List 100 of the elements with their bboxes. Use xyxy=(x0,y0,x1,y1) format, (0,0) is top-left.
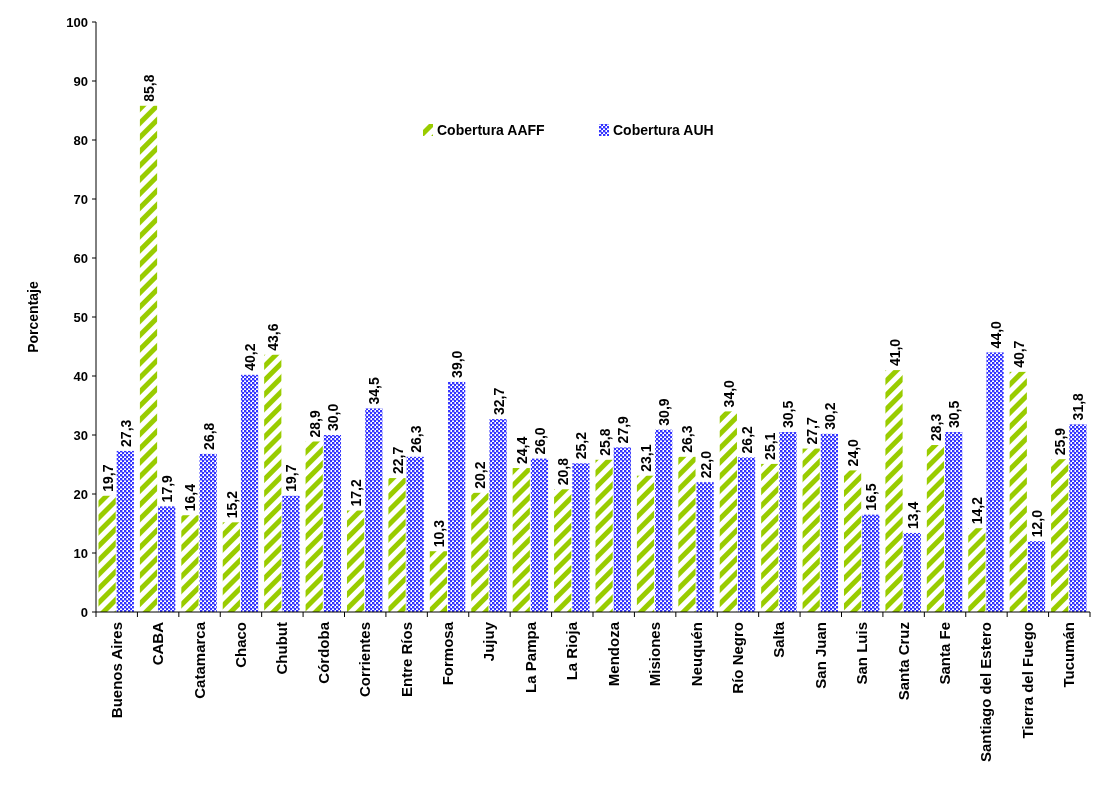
bar xyxy=(802,448,820,612)
data-label: 32,7 xyxy=(490,387,507,416)
x-tick-label: San Juan xyxy=(811,622,829,689)
bar xyxy=(240,374,259,612)
bar xyxy=(986,352,1004,612)
data-label: 30,9 xyxy=(656,398,673,426)
y-tick-label: 20 xyxy=(73,486,88,502)
x-tick-label: Neuquén xyxy=(687,622,705,687)
data-label: 27,7 xyxy=(803,417,820,445)
data-label: 24,4 xyxy=(513,436,530,465)
x-tick-label: Tierra del Fuego xyxy=(1018,622,1036,739)
bar xyxy=(820,433,839,612)
data-label: 43,6 xyxy=(265,323,282,351)
bar xyxy=(843,470,862,612)
y-tick-label: 50 xyxy=(73,309,88,325)
y-axis-title: Porcentaje xyxy=(25,281,41,353)
data-label: 44,0 xyxy=(987,320,1004,349)
bar xyxy=(489,419,507,612)
x-tick-label: Corrientes xyxy=(356,622,374,698)
data-label: 22,7 xyxy=(389,446,406,475)
x-tick-label: Entre Ríos xyxy=(397,622,415,698)
bar xyxy=(862,514,880,612)
bar xyxy=(158,506,176,612)
data-label: 85,8 xyxy=(141,74,158,102)
data-label: 26,3 xyxy=(679,425,696,453)
data-label: 12,0 xyxy=(1028,509,1045,538)
x-tick-label: La Pampa xyxy=(521,621,539,693)
bar xyxy=(282,495,300,612)
bar xyxy=(388,478,406,612)
data-label: 40,2 xyxy=(242,343,259,371)
x-tick-label: Santiago del Estero xyxy=(977,622,995,763)
bar xyxy=(903,532,921,612)
data-label: 28,9 xyxy=(306,410,323,438)
data-label: 30,0 xyxy=(324,403,341,431)
data-label: 24,0 xyxy=(845,438,862,467)
data-label: 25,2 xyxy=(573,431,590,460)
bar xyxy=(181,515,199,612)
bar xyxy=(595,459,613,612)
data-label: 34,5 xyxy=(366,376,383,405)
data-label: 30,5 xyxy=(946,400,963,429)
data-label: 30,2 xyxy=(821,402,838,430)
bar xyxy=(512,468,530,612)
bar xyxy=(305,441,323,612)
y-tick-label: 40 xyxy=(73,368,88,384)
data-label: 17,2 xyxy=(348,479,365,507)
bar xyxy=(926,445,945,612)
x-tick-label: Tucumán xyxy=(1060,622,1078,688)
x-tick-label: La Rioja xyxy=(563,621,581,681)
x-tick-label: Salta xyxy=(770,621,788,658)
bar xyxy=(323,435,342,612)
x-tick-label: Mendoza xyxy=(604,621,622,687)
bar xyxy=(719,411,737,612)
data-label: 26,2 xyxy=(739,425,756,454)
data-label: 27,9 xyxy=(614,415,631,444)
x-tick-label: Santa Cruz xyxy=(894,622,912,701)
bar xyxy=(554,489,572,612)
data-label: 16,4 xyxy=(182,483,199,512)
legend-label: Cobertura AAFF xyxy=(437,122,546,138)
x-tick-label: Buenos Aires xyxy=(107,622,125,719)
bar xyxy=(1051,459,1069,612)
x-tick-label: Catamarca xyxy=(190,621,208,699)
bar xyxy=(737,457,756,612)
bar xyxy=(885,370,903,612)
y-tick-label: 30 xyxy=(73,427,88,443)
data-label: 13,4 xyxy=(904,501,921,529)
x-tick-label: CABA xyxy=(149,621,167,666)
y-tick-label: 60 xyxy=(73,250,88,266)
y-tick-label: 0 xyxy=(80,604,88,620)
x-tick-label: Santa Fe xyxy=(936,622,954,685)
y-tick-label: 90 xyxy=(73,73,88,89)
bar xyxy=(636,475,655,612)
y-tick-label: 70 xyxy=(73,191,88,207)
data-label: 41,0 xyxy=(886,338,903,367)
data-label: 25,9 xyxy=(1052,427,1069,456)
bar xyxy=(139,105,158,612)
bar xyxy=(116,450,134,612)
data-label: 31,8 xyxy=(1070,392,1087,421)
data-label: 26,0 xyxy=(531,427,548,455)
bar xyxy=(761,463,779,612)
bar xyxy=(1069,424,1087,612)
data-label: 27,3 xyxy=(117,419,134,447)
bar xyxy=(264,354,282,612)
bar xyxy=(779,432,797,612)
data-label: 26,8 xyxy=(200,422,217,450)
bar xyxy=(968,528,986,612)
data-label: 26,3 xyxy=(407,425,424,453)
bar xyxy=(199,453,217,612)
bar xyxy=(696,482,714,612)
bar xyxy=(448,381,466,612)
x-tick-label: San Luis xyxy=(853,622,871,685)
x-tick-label: Formosa xyxy=(439,621,457,686)
bar xyxy=(365,408,383,612)
bar xyxy=(98,495,116,612)
bar xyxy=(406,456,424,612)
data-label: 25,1 xyxy=(762,432,779,460)
data-label: 28,3 xyxy=(927,413,944,442)
bar xyxy=(346,510,365,612)
x-tick-label: Chubut xyxy=(273,622,291,675)
bar xyxy=(222,522,240,612)
x-tick-label: Río Negro xyxy=(728,622,746,694)
